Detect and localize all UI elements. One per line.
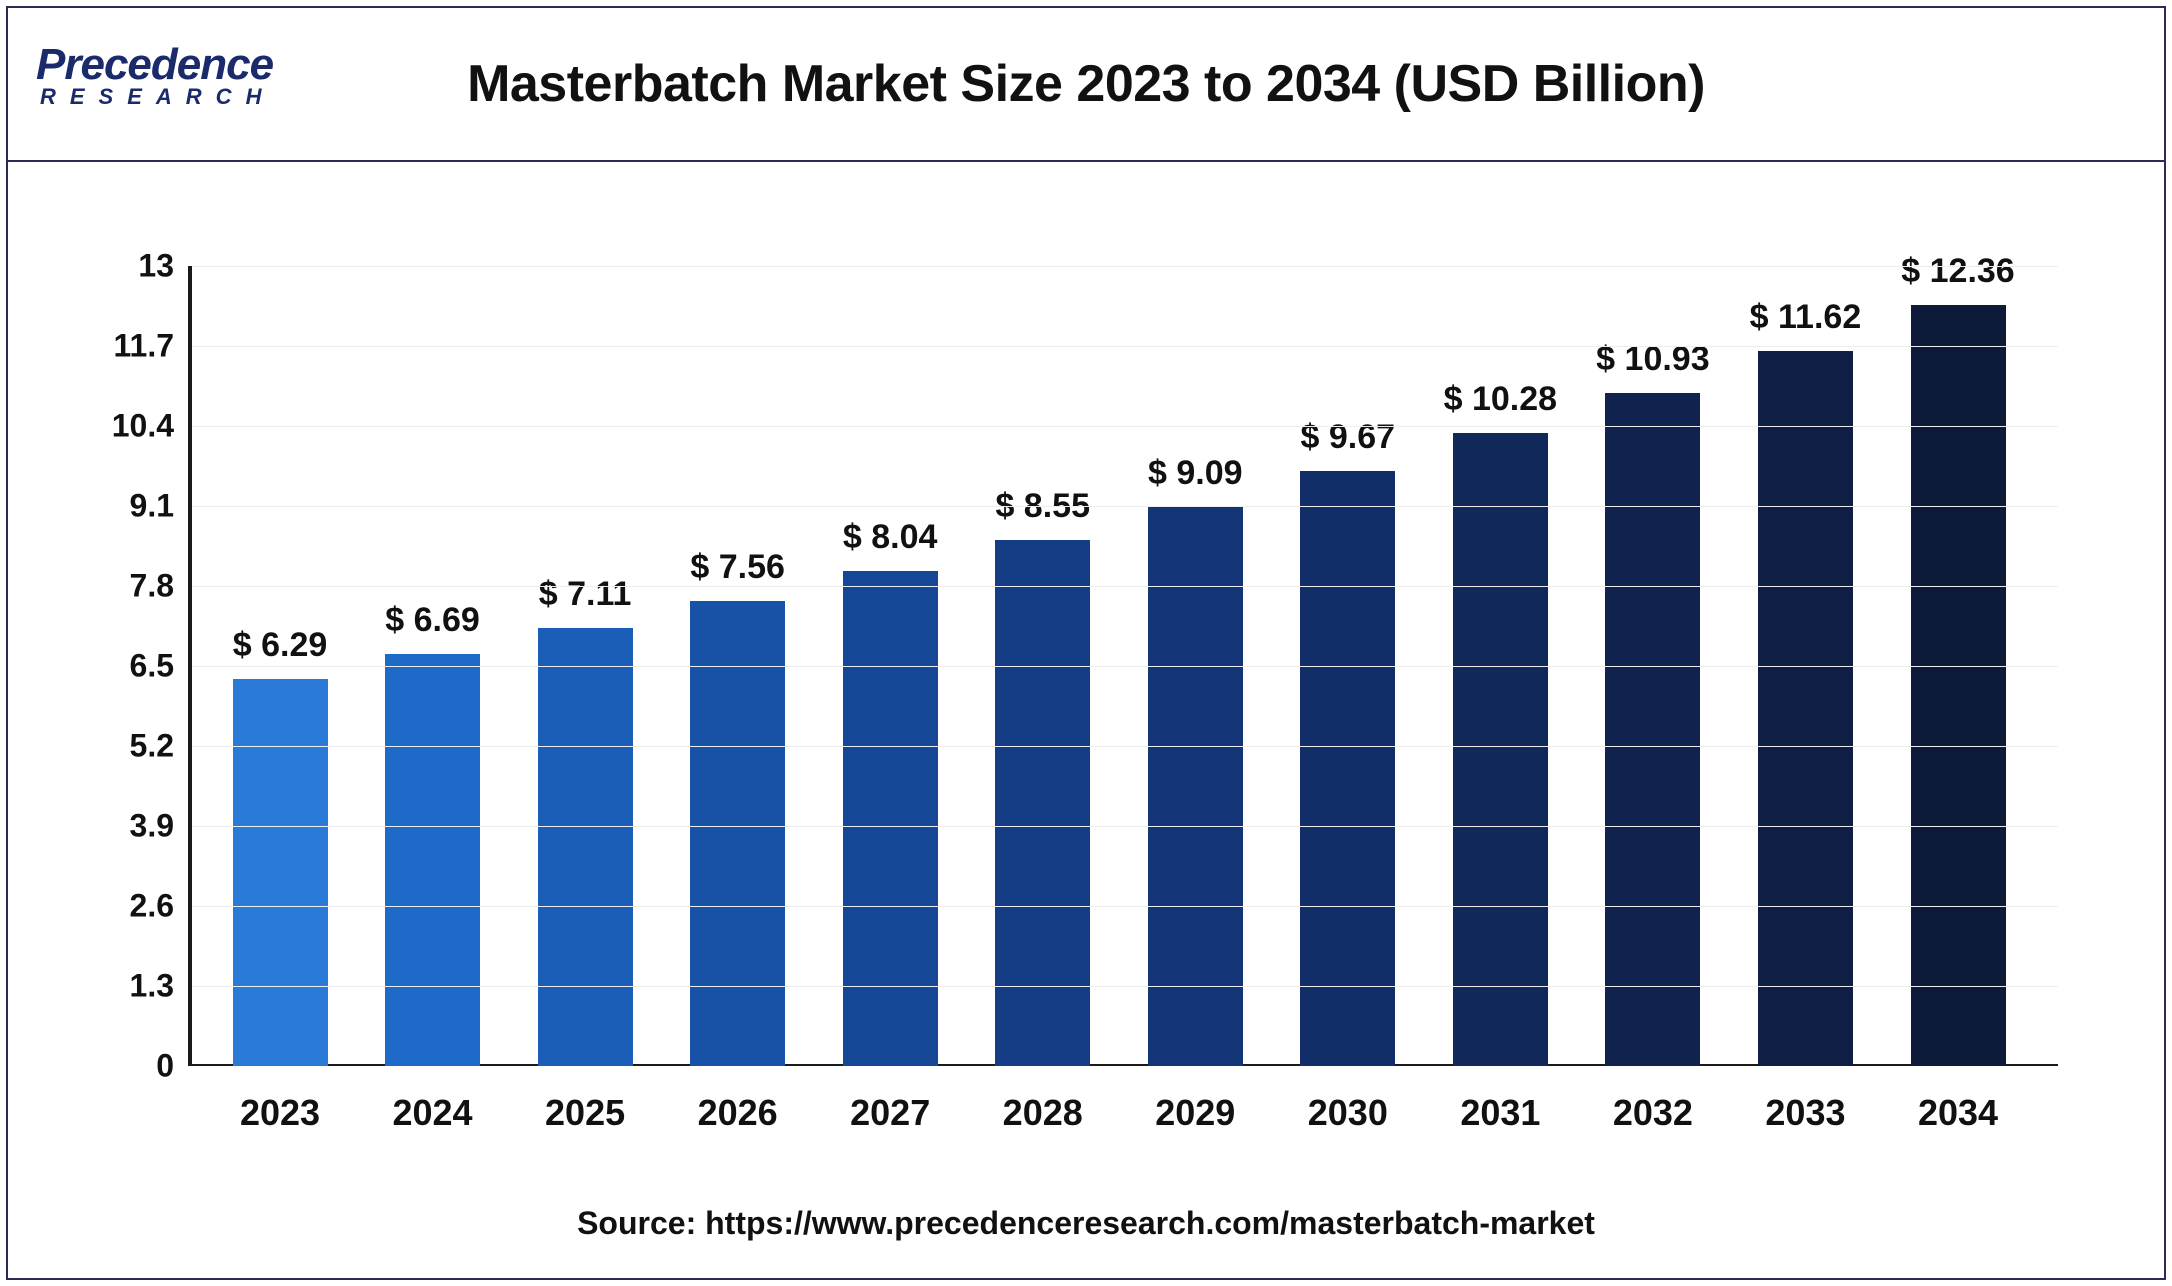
grid-line (192, 826, 2058, 827)
y-tick-label: 6.5 (94, 648, 174, 685)
y-tick-label: 0 (94, 1048, 174, 1085)
grid-line (192, 266, 2058, 267)
y-tick-label: 5.2 (94, 728, 174, 765)
bar-value-label: $ 9.09 (1148, 454, 1243, 493)
y-tick-label: 7.8 (94, 568, 174, 605)
bar-rect (995, 540, 1090, 1066)
grid-line (192, 746, 2058, 747)
brand-name-main: Precedence (36, 40, 275, 90)
grid-line (192, 506, 2058, 507)
bar-rect (1453, 433, 1548, 1066)
bar-rect (843, 571, 938, 1066)
source-line: Source: https://www.precedenceresearch.c… (8, 1205, 2164, 1242)
x-tick-label: 2034 (1918, 1092, 1998, 1134)
bar-rect (1605, 393, 1700, 1066)
x-tick-label: 2027 (850, 1092, 930, 1134)
bar-value-label: $ 10.28 (1444, 380, 1557, 419)
y-tick-label: 11.7 (94, 328, 174, 365)
bar-rect (1148, 507, 1243, 1066)
bar-rect (538, 628, 633, 1066)
brand-logo: Precedence RESEARCH (36, 30, 366, 120)
source-prefix: Source: (577, 1205, 705, 1241)
bar-value-label: $ 7.56 (690, 548, 785, 587)
grid-line (192, 666, 2058, 667)
x-tick-label: 2029 (1155, 1092, 1235, 1134)
y-tick-label: 13 (94, 248, 174, 285)
y-tick-label: 10.4 (94, 408, 174, 445)
grid-line (192, 586, 2058, 587)
y-tick-label: 3.9 (94, 808, 174, 845)
bar-rect (233, 679, 328, 1066)
chart-plot-area: $ 6.292023$ 6.692024$ 7.112025$ 7.562026… (188, 266, 2018, 1066)
bar-rect (1300, 471, 1395, 1066)
bar-rect (1911, 305, 2006, 1066)
x-tick-label: 2033 (1765, 1092, 1845, 1134)
bar-value-label: $ 7.11 (539, 575, 632, 614)
y-tick-label: 1.3 (94, 968, 174, 1005)
grid-line (192, 346, 2058, 347)
bar-value-label: $ 12.36 (1901, 252, 2014, 291)
x-tick-label: 2028 (1003, 1092, 1083, 1134)
bar-rect (385, 654, 480, 1066)
bar-rect (1758, 351, 1853, 1066)
x-tick-label: 2032 (1613, 1092, 1693, 1134)
x-tick-label: 2024 (392, 1092, 472, 1134)
x-tick-label: 2026 (698, 1092, 778, 1134)
x-tick-label: 2031 (1460, 1092, 1540, 1134)
bar-value-label: $ 11.62 (1750, 298, 1862, 337)
grid-line (192, 426, 2058, 427)
x-tick-label: 2025 (545, 1092, 625, 1134)
bar-value-label: $ 6.29 (233, 626, 328, 665)
bar-rect (690, 601, 785, 1066)
grid-line (192, 906, 2058, 907)
y-tick-label: 9.1 (94, 488, 174, 525)
brand-name-sub: RESEARCH (40, 84, 275, 110)
header-row: Precedence RESEARCH Masterbatch Market S… (8, 8, 2164, 162)
grid-line (192, 986, 2058, 987)
y-tick-label: 2.6 (94, 888, 174, 925)
chart-frame: Precedence RESEARCH Masterbatch Market S… (6, 6, 2166, 1280)
bar-value-label: $ 9.67 (1301, 418, 1396, 457)
x-tick-label: 2030 (1308, 1092, 1388, 1134)
bar-value-label: $ 8.04 (843, 518, 938, 557)
source-url: https://www.precedenceresearch.com/maste… (705, 1205, 1595, 1241)
x-tick-label: 2023 (240, 1092, 320, 1134)
bar-value-label: $ 6.69 (385, 601, 480, 640)
